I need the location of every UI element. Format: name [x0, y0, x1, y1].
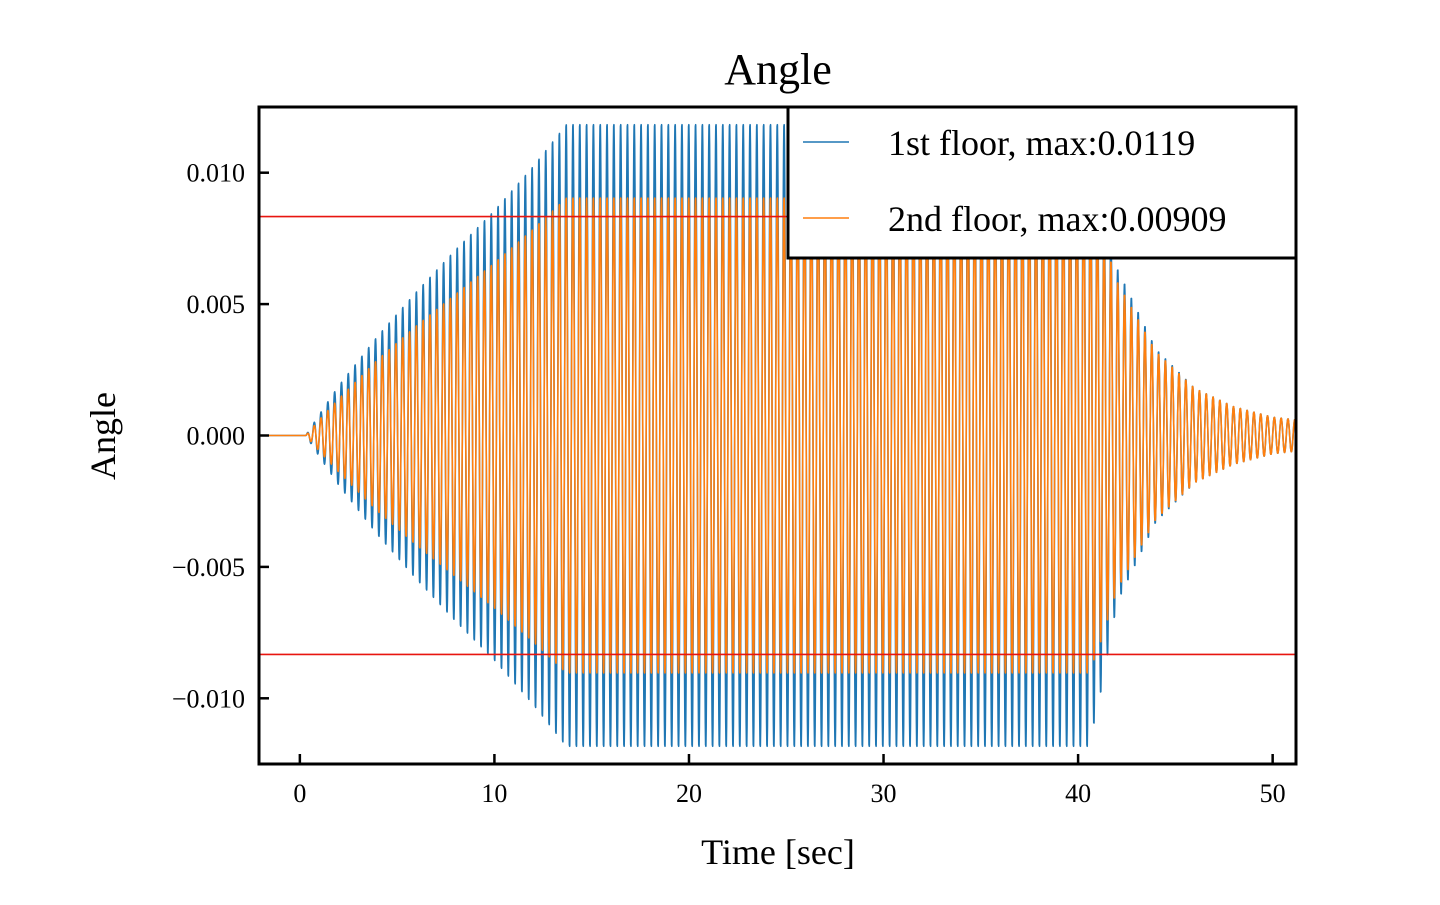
- x-tick-label: 40: [1065, 779, 1091, 808]
- y-tick-label: 0.005: [187, 290, 246, 319]
- x-axis-ticks: 0 10 20 30 40 50: [293, 754, 1286, 808]
- x-tick-label: 30: [871, 779, 897, 808]
- y-tick-label: −0.005: [172, 553, 245, 582]
- y-tick-label: 0.000: [187, 422, 246, 451]
- series-layer: [259, 123, 1296, 748]
- series-line-2nd-floor: [259, 197, 1296, 674]
- legend-box: [786, 105, 1298, 260]
- y-tick-label: 0.010: [187, 159, 246, 188]
- x-tick-label: 20: [676, 779, 702, 808]
- legend-label-1st-floor: 1st floor, max:0.0119: [888, 123, 1195, 163]
- y-axis-label: Angle: [83, 392, 123, 480]
- legend-label-2nd-floor: 2nd floor, max:0.00909: [888, 199, 1227, 239]
- y-tick-label: −0.010: [172, 684, 245, 713]
- x-tick-label: 50: [1260, 779, 1286, 808]
- x-axis-label: Time [sec]: [701, 832, 855, 872]
- y-axis-ticks: −0.010 −0.005 0.000 0.005 0.010: [172, 159, 269, 713]
- x-tick-label: 0: [293, 779, 306, 808]
- x-tick-label: 10: [481, 779, 507, 808]
- chart-title: Angle: [724, 45, 832, 94]
- legend: 1st floor, max:0.0119 2nd floor, max:0.0…: [786, 105, 1298, 260]
